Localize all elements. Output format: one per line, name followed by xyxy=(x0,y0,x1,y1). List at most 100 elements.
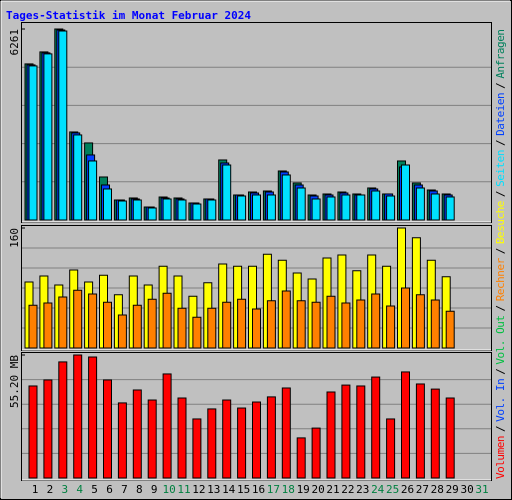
legend-entry: Seiten xyxy=(494,150,507,187)
bar xyxy=(162,198,172,221)
legend-entry: Rechner xyxy=(494,257,507,301)
x-tick-label: 1 xyxy=(32,483,39,496)
bar xyxy=(326,391,336,479)
bar xyxy=(311,198,321,221)
bar xyxy=(252,308,261,349)
bar xyxy=(266,300,276,349)
bar xyxy=(192,203,202,221)
x-tick-label: 8 xyxy=(136,483,143,496)
legend: Volumen / Vol. In / Vol. Out / Rechner / Besuche… xyxy=(494,29,507,479)
bar xyxy=(386,305,396,349)
legend-separator: / xyxy=(494,425,507,432)
x-tick-label: 13 xyxy=(207,483,220,496)
legend-entry: Volumen xyxy=(494,435,507,479)
bar xyxy=(177,397,187,479)
x-tick-label: 31 xyxy=(475,483,488,496)
x-tick-label: 7 xyxy=(121,483,128,496)
x-tick-label: 21 xyxy=(326,483,339,496)
bar xyxy=(266,396,276,479)
x-tick-label: 23 xyxy=(356,483,369,496)
bar xyxy=(28,304,38,349)
x-tick-label: 5 xyxy=(91,483,98,496)
bar xyxy=(147,399,157,479)
bar xyxy=(430,193,440,221)
bar xyxy=(58,30,68,221)
x-tick-label: 15 xyxy=(237,483,250,496)
bar xyxy=(222,399,232,479)
bar xyxy=(28,385,38,479)
bar xyxy=(88,160,98,221)
x-tick-label: 26 xyxy=(401,483,414,496)
bar xyxy=(281,387,291,479)
bar xyxy=(58,361,68,479)
bar xyxy=(356,299,366,349)
legend-separator: / xyxy=(494,139,507,146)
bar xyxy=(103,301,112,349)
bar xyxy=(162,373,172,479)
bar xyxy=(237,407,247,479)
bar xyxy=(222,301,232,349)
x-tick-label: 17 xyxy=(267,483,280,496)
bar xyxy=(356,194,366,221)
bar xyxy=(147,207,157,221)
bar xyxy=(43,379,53,479)
legend-entry: Dateien xyxy=(494,92,507,136)
bar xyxy=(371,190,381,221)
x-tick-label: 16 xyxy=(252,483,265,496)
legend-entry: Besuche xyxy=(494,201,507,245)
x-tick-label: 9 xyxy=(151,483,158,496)
bar xyxy=(445,196,455,221)
x-tick-label: 25 xyxy=(386,483,399,496)
bar xyxy=(252,401,261,479)
bar xyxy=(88,293,98,349)
legend-separator: / xyxy=(494,190,507,197)
bar xyxy=(117,200,127,221)
bar xyxy=(58,296,68,349)
chart-title: Tages-Statistik im Monat Februar 2024 xyxy=(6,9,251,22)
bar xyxy=(252,194,261,221)
bar xyxy=(415,187,425,221)
bar xyxy=(207,307,217,349)
bar xyxy=(222,164,232,221)
bar xyxy=(401,287,410,349)
x-tick-label: 4 xyxy=(76,483,83,496)
bar xyxy=(132,389,142,479)
x-tick-label: 22 xyxy=(341,483,354,496)
x-tick-label: 20 xyxy=(311,483,324,496)
bar xyxy=(117,314,127,349)
bar xyxy=(73,289,83,349)
bar xyxy=(103,379,112,479)
x-tick-label: 24 xyxy=(371,483,385,496)
bar xyxy=(311,301,321,349)
legend-separator: / xyxy=(494,82,507,89)
bar xyxy=(192,316,202,349)
bar xyxy=(162,292,172,349)
legend-separator: / xyxy=(494,368,507,375)
x-tick-label: 2 xyxy=(47,483,54,496)
bar xyxy=(415,383,425,479)
bar xyxy=(73,354,83,479)
x-tick-label: 11 xyxy=(177,483,190,496)
bar xyxy=(207,408,217,479)
bar xyxy=(266,194,276,221)
bar xyxy=(415,294,425,349)
y-tick-label: 55.20 MB xyxy=(8,355,21,408)
bar xyxy=(237,195,247,221)
legend-entry: Anfragen xyxy=(494,29,507,79)
bar xyxy=(341,194,351,221)
bar xyxy=(296,300,306,349)
legend-separator: / xyxy=(494,248,507,255)
bar xyxy=(132,199,142,221)
bar xyxy=(177,307,187,349)
bar xyxy=(147,298,157,349)
bar xyxy=(103,188,112,221)
bar xyxy=(371,293,381,349)
bar xyxy=(341,302,351,349)
x-tick-label: 14 xyxy=(222,483,236,496)
legend-entry: Vol. Out xyxy=(494,315,507,365)
legend-separator: / xyxy=(494,305,507,312)
bar xyxy=(281,290,291,349)
bar xyxy=(207,199,217,221)
x-tick-label: 28 xyxy=(431,483,444,496)
